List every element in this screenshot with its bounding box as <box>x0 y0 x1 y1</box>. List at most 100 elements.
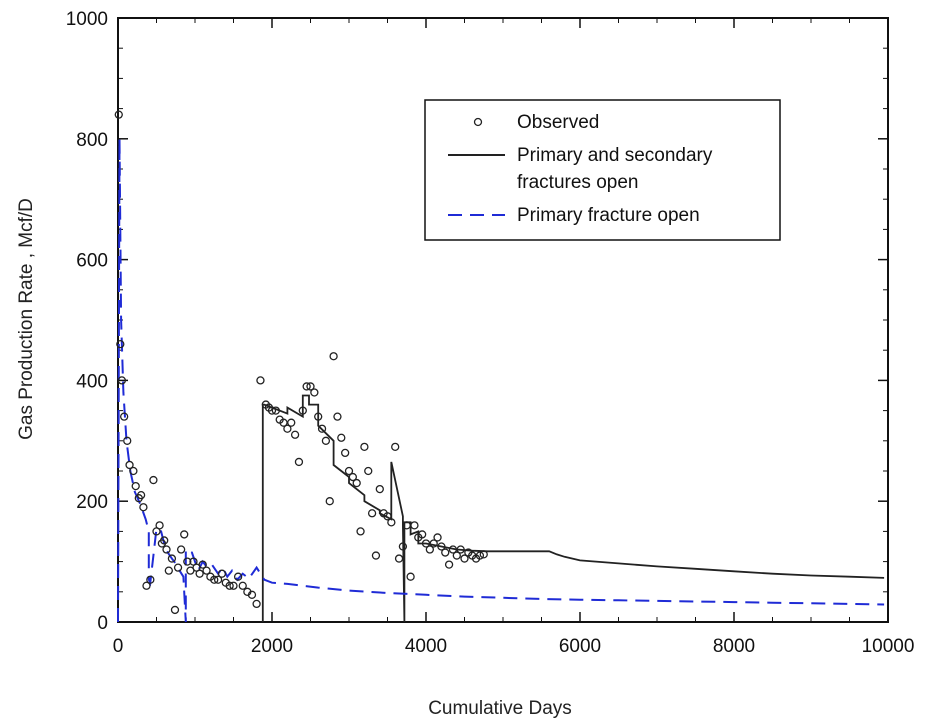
observed-point <box>306 382 315 391</box>
observed-point <box>302 382 311 391</box>
y-axis-title: Gas Production Rate , Mcf/D <box>16 198 37 440</box>
observed-point <box>183 557 192 566</box>
observed-point <box>256 376 265 385</box>
observed-point <box>479 550 488 559</box>
observed-point <box>314 412 323 421</box>
legend-box <box>424 99 781 241</box>
observed-point <box>287 418 296 427</box>
observed-point <box>429 539 438 548</box>
observed-point <box>247 590 257 599</box>
observed-point <box>267 406 277 415</box>
y-tick-label: 1000 <box>66 9 108 30</box>
observed-point <box>452 551 461 560</box>
x-tick-label: 10000 <box>862 636 915 657</box>
x-tick-label: 6000 <box>559 636 601 657</box>
observed-point <box>229 581 238 590</box>
observed-point <box>139 503 148 512</box>
observed-point <box>146 575 155 584</box>
observed-point <box>317 424 327 433</box>
observed-point <box>337 433 346 442</box>
observed-point <box>371 551 381 560</box>
observed-point <box>136 491 146 500</box>
observed-point <box>210 575 219 584</box>
observed-point <box>394 554 404 563</box>
observed-point <box>180 530 189 539</box>
observed-point <box>421 539 431 548</box>
observed-point <box>131 481 140 491</box>
observed-point <box>460 554 469 563</box>
x-tick-label: 8000 <box>713 636 755 657</box>
observed-point <box>279 418 288 427</box>
observed-point <box>456 545 465 554</box>
y-axis-ticks: 0 200 400 600 800 1000 <box>66 9 888 634</box>
observed-point <box>344 466 354 476</box>
observed-point <box>164 566 173 575</box>
observed-point <box>271 406 281 415</box>
observed-point <box>352 478 361 488</box>
observed-point <box>176 545 186 554</box>
observed-point <box>391 442 400 451</box>
observed-point <box>252 599 261 609</box>
observed-point <box>114 110 123 119</box>
y-tick-label: 200 <box>76 492 108 513</box>
observed-point <box>290 430 300 439</box>
observed-point <box>149 475 158 485</box>
observed-point <box>425 545 435 554</box>
observed-point <box>298 406 307 415</box>
observed-point <box>383 512 392 521</box>
observed-point <box>233 572 243 581</box>
observed-point <box>294 457 304 467</box>
observed-point <box>360 442 369 451</box>
observed-point <box>398 542 408 551</box>
observed-point <box>155 521 164 530</box>
legend-marker-observed <box>473 117 483 127</box>
observed-point <box>387 518 396 527</box>
observed-point <box>170 605 180 615</box>
observed-point <box>162 545 171 554</box>
x-axis-ticks: 0 2000 4000 6000 8000 10000 <box>113 18 915 657</box>
legend-label: Primary and secondary <box>517 145 713 166</box>
legend: Observed Primary and secondary fractures o… <box>424 99 781 241</box>
observed-point <box>348 472 358 482</box>
observed-point <box>448 545 458 554</box>
observed-point <box>123 436 132 445</box>
observed-point <box>329 352 338 361</box>
observed-point <box>117 376 126 385</box>
y-tick-label: 800 <box>76 130 108 151</box>
legend-label: Observed <box>517 112 599 133</box>
x-tick-label: 4000 <box>405 636 447 657</box>
observed-point <box>225 581 234 590</box>
observed-point <box>475 551 485 560</box>
observed-point <box>142 581 151 590</box>
observed-point <box>167 554 177 563</box>
observed-point <box>433 533 442 542</box>
observed-point <box>283 424 292 433</box>
y-tick-label: 0 <box>97 613 108 634</box>
observed-point <box>116 340 125 349</box>
legend-label: fractures open <box>517 172 638 193</box>
observed-point <box>310 388 319 397</box>
observed-point <box>340 448 350 458</box>
observed-point <box>173 563 183 572</box>
observed-point <box>444 560 454 569</box>
observed-point <box>367 509 377 518</box>
observed-point <box>437 542 446 551</box>
observed-point <box>417 530 427 539</box>
x-tick-label: 2000 <box>251 636 293 657</box>
observed-point <box>195 569 204 578</box>
observed-point <box>321 436 331 445</box>
observed-point <box>213 575 223 584</box>
observed-point <box>410 521 419 530</box>
series-line-primary-secondary <box>261 394 885 623</box>
observed-point <box>202 566 211 575</box>
observed-points <box>114 110 488 615</box>
observed-point <box>125 460 134 470</box>
observed-point <box>198 560 207 569</box>
observed-point <box>333 412 342 421</box>
y-tick-label: 600 <box>76 251 108 272</box>
x-axis-title: Cumulative Days <box>428 698 572 719</box>
observed-point <box>129 466 138 476</box>
observed-point <box>375 484 384 494</box>
observed-point <box>120 412 129 421</box>
